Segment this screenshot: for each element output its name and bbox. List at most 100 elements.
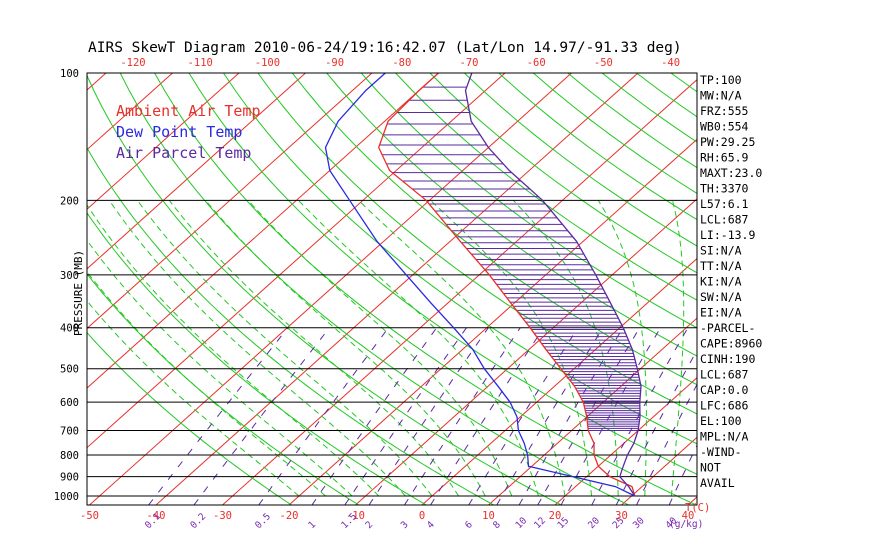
index-value: CINH:190 (700, 352, 755, 366)
index-value: LI:-13.9 (700, 228, 755, 242)
mixing-ratio-label: 8 (491, 519, 503, 531)
y-axis-label: PRESSURE (MB) (72, 250, 85, 336)
pressure-tick-label: 400 (60, 323, 79, 335)
top-tick-label: -90 (325, 57, 344, 69)
isotherm-line (87, 73, 306, 270)
dry-adiabat-line (774, 73, 870, 505)
index-value: -WIND- (700, 445, 742, 459)
index-value: FRZ:555 (700, 104, 748, 118)
isotherm-line (554, 377, 697, 505)
top-tick-label: -80 (392, 57, 411, 69)
profile-line-ambient-air-temp (377, 73, 636, 497)
pressure-tick-label: 300 (60, 270, 79, 282)
profile-line-air-parcel-temp (464, 73, 642, 497)
pressure-tick-label: 800 (60, 450, 79, 462)
temperature-tick-label: -30 (213, 510, 232, 522)
dry-adiabat-line (843, 73, 870, 505)
index-value: LCL:687 (700, 213, 749, 227)
mixing-ratio-label: 4 (425, 519, 437, 531)
top-tick-label: -70 (460, 57, 479, 69)
isotherm-line (0, 73, 40, 505)
mixing-ratio-line (430, 327, 545, 505)
index-value: CAP:0.0 (700, 383, 749, 397)
dry-adiabat-line (188, 73, 697, 475)
moist-adiabat-line (512, 199, 619, 496)
pressure-tick-label: 700 (60, 426, 79, 438)
mixing-ratio-line (560, 327, 661, 505)
dry-adiabat-line (291, 73, 697, 386)
index-value: MAXT:23.0 (700, 166, 762, 180)
pressure-tick-label: 200 (60, 195, 79, 207)
index-value: PW:29.25 (700, 135, 755, 149)
mixing-ratio-line (668, 444, 697, 505)
mixing-ratio-line (193, 327, 330, 505)
index-value: -PARCEL- (700, 321, 755, 335)
top-tick-label: -120 (120, 57, 145, 69)
index-value: L57:6.1 (700, 197, 749, 211)
isotherm-line (89, 73, 572, 505)
mixing-ratio-line (537, 327, 641, 505)
top-tick-label: -100 (255, 57, 280, 69)
top-tick-label: -40 (661, 57, 680, 69)
moist-adiabat-line (87, 300, 300, 497)
mixing-ratio-label: 10 (513, 515, 529, 531)
moist-adiabat-line (247, 199, 513, 497)
isotherm-line (421, 257, 697, 505)
temperature-tick-label: 10 (482, 510, 495, 522)
dry-adiabat-line (809, 73, 870, 505)
index-value: SW:N/A (700, 290, 742, 304)
profile-line-dew-point-temp (324, 73, 636, 497)
index-value: TP:100 (700, 73, 742, 87)
index-value: LCL:687 (700, 368, 749, 382)
dry-adiabat-line (87, 273, 360, 505)
temperature-tick-label: -10 (346, 510, 365, 522)
dry-adiabat-line (740, 73, 870, 505)
dry-adiabat-line (429, 73, 697, 274)
moist-adiabat-line (108, 200, 406, 497)
dry-adiabat-line (87, 212, 427, 505)
chart-title: AIRS SkewT Diagram 2010-06-24/19:16:42.0… (88, 40, 682, 56)
isotherm-line (222, 79, 697, 505)
mixing-ratio-line (518, 327, 624, 505)
mixing-ratio-unit: (g/kg) (669, 519, 703, 530)
isotherm-line (87, 73, 240, 210)
mixing-ratio-label: 12 (532, 515, 548, 531)
isotherm-line (155, 73, 639, 505)
mixing-ratio-line (311, 327, 438, 505)
pressure-tick-label: 500 (60, 364, 79, 376)
temperature-tick-label: 0 (419, 510, 425, 522)
index-value: TT:N/A (700, 259, 742, 273)
mixing-ratio-line (258, 327, 389, 505)
pressure-tick-label: 100 (60, 68, 79, 80)
mixing-ratio-label: 3 (399, 519, 411, 531)
legend-entry: Dew Point Temp (116, 123, 242, 141)
isotherm-line (488, 317, 697, 505)
moist-adiabat-line (358, 199, 566, 497)
mixing-ratio-line (591, 327, 689, 505)
mixing-ratio-line (404, 327, 521, 505)
mixing-ratio-label: 2 (363, 519, 375, 531)
plot-frame (86, 72, 698, 506)
pressure-tick-label: 600 (60, 397, 79, 409)
isotherm-line (87, 73, 173, 151)
isotherm-line (87, 73, 373, 330)
pressure-tick-label: 900 (60, 472, 79, 484)
index-value: SI:N/A (700, 244, 742, 258)
dry-adiabat-line (87, 74, 562, 505)
index-value: CAPE:8960 (700, 337, 762, 351)
index-value: MPL:N/A (700, 430, 749, 444)
mixing-ratio-line (636, 383, 697, 505)
isotherm-line (87, 73, 506, 449)
dry-adiabat-line (87, 147, 494, 505)
mixing-ratio-label: 20 (586, 515, 602, 531)
temperature-tick-label: -20 (280, 510, 299, 522)
isotherm-line (87, 73, 107, 91)
legend-entry: Air Parcel Temp (116, 144, 251, 162)
mixing-ratio-line (615, 349, 697, 505)
dry-adiabat-line (360, 73, 697, 329)
temperature-tick-label: 30 (615, 510, 628, 522)
dry-adiabat-line (87, 331, 292, 505)
mixing-ratio-line (148, 327, 289, 505)
plot-area (0, 73, 870, 505)
